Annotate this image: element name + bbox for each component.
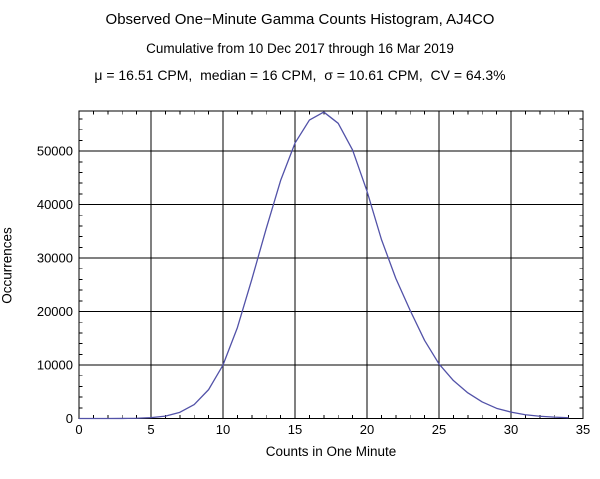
y-tick-label: 30000 [37,251,73,266]
y-tick-label: 10000 [37,358,73,373]
x-tick-label: 30 [504,422,518,437]
y-tick-label: 0 [66,411,73,426]
x-axis-label: Counts in One Minute [265,444,397,459]
x-tick-label: 25 [432,422,446,437]
x-tick-label: 20 [360,422,374,437]
y-tick-label: 20000 [37,304,73,319]
y-tick-label: 40000 [37,197,73,212]
y-tick-label: 50000 [37,144,73,159]
x-tick-label: 5 [147,422,154,437]
x-tick-label: 0 [75,422,82,437]
x-tick-label: 15 [288,422,302,437]
x-tick-label: 10 [216,422,230,437]
chart-title: Observed One−Minute Gamma Counts Histogr… [105,11,495,28]
chart-stats-line: μ = 16.51 CPM, median = 16 CPM, σ = 10.6… [94,67,506,83]
plot-frame [78,110,584,420]
x-tick-label: 35 [576,422,590,437]
histogram-curve [79,111,569,420]
chart-subtitle: Cumulative from 10 Dec 2017 through 16 M… [146,41,454,56]
